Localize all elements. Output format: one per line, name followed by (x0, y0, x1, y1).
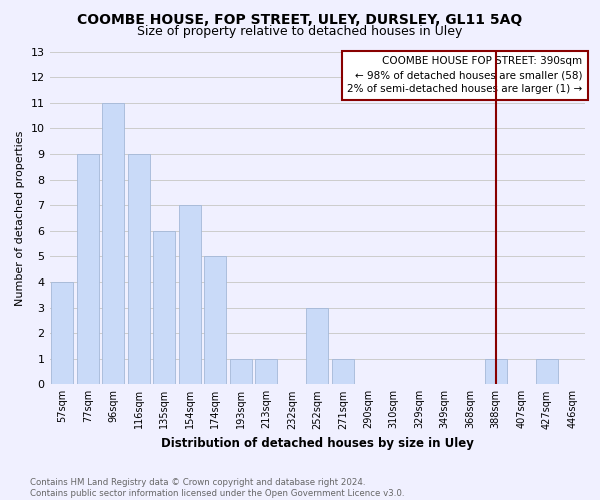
Bar (179, 205, 200, 384)
Text: COOMBE HOUSE, FOP STREET, ULEY, DURSLEY, GL11 5AQ: COOMBE HOUSE, FOP STREET, ULEY, DURSLEY,… (77, 12, 523, 26)
Bar (205, 256, 226, 384)
Bar (52, 282, 73, 384)
Text: Contains HM Land Registry data © Crown copyright and database right 2024.
Contai: Contains HM Land Registry data © Crown c… (30, 478, 404, 498)
Bar (332, 358, 353, 384)
X-axis label: Distribution of detached houses by size in Uley: Distribution of detached houses by size … (161, 437, 474, 450)
Bar (154, 230, 175, 384)
Bar (307, 308, 328, 384)
Text: Size of property relative to detached houses in Uley: Size of property relative to detached ho… (137, 25, 463, 38)
Y-axis label: Number of detached properties: Number of detached properties (15, 130, 25, 306)
Bar (230, 358, 251, 384)
Bar (536, 358, 557, 384)
Bar (485, 358, 506, 384)
Bar (103, 102, 124, 384)
Bar (128, 154, 149, 384)
Bar (77, 154, 98, 384)
Bar (256, 358, 277, 384)
Text: COOMBE HOUSE FOP STREET: 390sqm
← 98% of detached houses are smaller (58)
2% of : COOMBE HOUSE FOP STREET: 390sqm ← 98% of… (347, 56, 583, 94)
